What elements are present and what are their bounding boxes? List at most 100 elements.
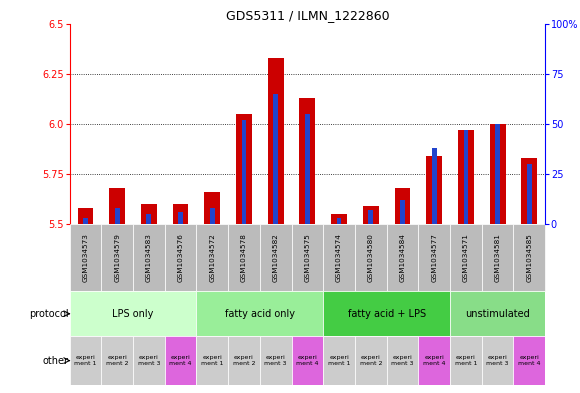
Bar [400,200,405,224]
Bar [133,224,165,291]
Bar [323,224,355,291]
Text: LPS only: LPS only [113,309,154,319]
Text: experi
ment 2: experi ment 2 [360,355,382,366]
Text: experi
ment 3: experi ment 3 [487,355,509,366]
Text: GSM1034585: GSM1034585 [526,233,532,282]
Text: GSM1034580: GSM1034580 [368,233,374,282]
Text: experi
ment 3: experi ment 3 [392,355,414,366]
Text: experi
ment 4: experi ment 4 [423,355,445,366]
Bar [165,336,197,385]
Bar [242,120,246,224]
Text: other: other [43,356,69,365]
Bar [418,224,450,291]
Text: GSM1034584: GSM1034584 [400,233,405,282]
Bar [513,336,545,385]
Bar [292,336,323,385]
Text: GSM1034578: GSM1034578 [241,233,247,282]
Bar [133,336,165,385]
Bar [521,158,537,224]
Bar [490,124,506,224]
Bar [102,224,133,291]
Bar [387,224,418,291]
Bar [197,336,228,385]
Bar [355,224,387,291]
Text: experi
ment 3: experi ment 3 [137,355,160,366]
Bar [228,336,260,385]
Text: fatty acid only: fatty acid only [225,309,295,319]
Bar [141,204,157,224]
Bar [197,224,228,291]
Bar [260,336,292,385]
Bar [418,336,450,385]
Bar [463,130,468,224]
Text: experi
ment 1: experi ment 1 [455,355,477,366]
Bar [260,224,292,291]
Text: experi
ment 2: experi ment 2 [233,355,255,366]
Text: unstimulated: unstimulated [465,309,530,319]
Bar [292,224,323,291]
Bar [495,124,500,224]
Text: GSM1034571: GSM1034571 [463,233,469,282]
Bar [204,192,220,224]
Bar [513,224,545,291]
Bar [70,336,101,385]
Bar [236,114,252,224]
Text: experi
ment 1: experi ment 1 [201,355,223,366]
Bar [273,94,278,224]
Text: GSM1034573: GSM1034573 [82,233,89,282]
Text: GSM1034572: GSM1034572 [209,233,215,282]
Bar [363,206,379,224]
Text: GSM1034577: GSM1034577 [431,233,437,282]
Bar [115,208,119,224]
Bar [482,224,513,291]
Text: experi
ment 1: experi ment 1 [328,355,350,366]
Bar [70,224,101,291]
Text: GSM1034574: GSM1034574 [336,233,342,282]
Bar [450,224,482,291]
Text: experi
ment 4: experi ment 4 [518,355,541,366]
Text: GSM1034583: GSM1034583 [146,233,152,282]
Bar [323,291,450,336]
Bar [305,114,310,224]
Bar [432,148,437,224]
Bar [147,215,151,224]
Bar [173,204,189,224]
Bar [426,156,442,224]
Bar [450,291,545,336]
Text: experi
ment 3: experi ment 3 [264,355,287,366]
Text: fatty acid + LPS: fatty acid + LPS [347,309,426,319]
Bar [323,336,355,385]
Bar [70,291,197,336]
Bar [78,208,93,224]
Bar [210,208,215,224]
Text: experi
ment 2: experi ment 2 [106,355,128,366]
Text: GSM1034581: GSM1034581 [495,233,501,282]
Bar [178,212,183,224]
Bar [458,130,474,224]
Text: experi
ment 1: experi ment 1 [74,355,97,366]
Bar [165,224,197,291]
Bar [228,224,260,291]
Text: experi
ment 4: experi ment 4 [169,355,192,366]
Bar [197,291,323,336]
Title: GDS5311 / ILMN_1222860: GDS5311 / ILMN_1222860 [226,9,389,22]
Text: GSM1034575: GSM1034575 [304,233,310,282]
Bar [102,336,133,385]
Bar [331,215,347,224]
Bar [387,336,418,385]
Bar [527,164,532,224]
Bar [394,188,411,224]
Bar [83,219,88,224]
Bar [268,58,284,224]
Text: GSM1034579: GSM1034579 [114,233,120,282]
Bar [109,188,125,224]
Text: experi
ment 4: experi ment 4 [296,355,318,366]
Text: GSM1034576: GSM1034576 [177,233,184,282]
Bar [299,98,316,224]
Bar [355,336,387,385]
Text: GSM1034582: GSM1034582 [273,233,279,282]
Bar [450,336,482,385]
Text: protocol: protocol [30,309,69,319]
Bar [482,336,513,385]
Bar [368,210,373,224]
